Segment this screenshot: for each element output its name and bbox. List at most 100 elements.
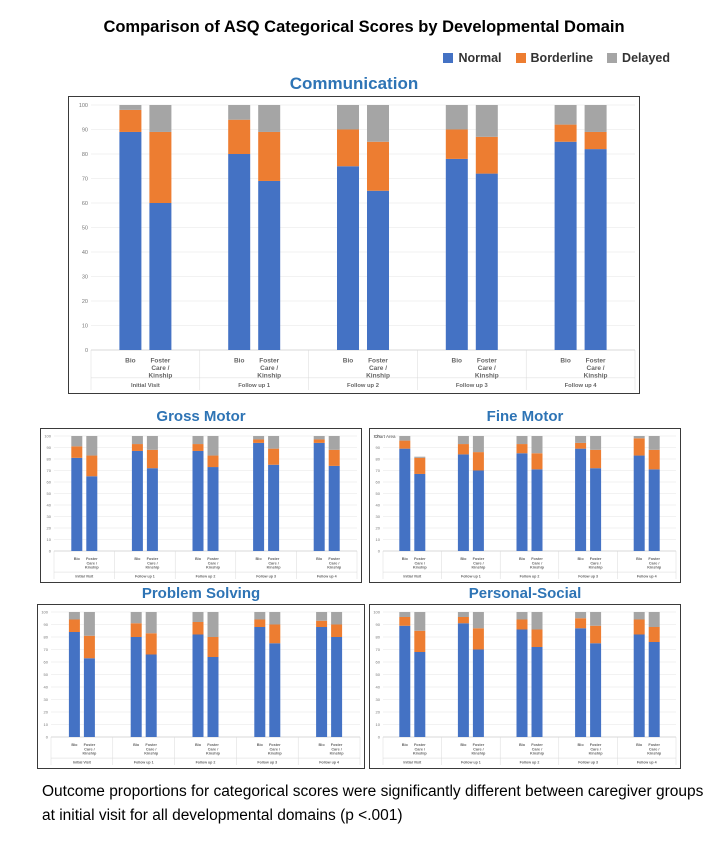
problem-solving-visit-label: Follow up 4: [319, 760, 339, 764]
personal-social-group-label-line: Care /: [532, 747, 543, 751]
personal-social-group-label-line: Kinship: [589, 752, 604, 756]
problem-solving-bar-normal: [254, 627, 266, 737]
personal-social-group-label-line: Foster: [531, 743, 543, 747]
gross-motor-group-label: Bio: [316, 557, 323, 561]
personal-social-group-label-line: Kinship: [413, 752, 428, 756]
problem-solving-group-label-line: Care /: [208, 747, 219, 751]
problem-solving-y-tick-label: 80: [44, 634, 49, 639]
gross-motor-group-label: Foster Care / Kinship: [85, 557, 100, 570]
personal-social-y-tick-label: 70: [376, 647, 381, 652]
gross-motor-y-tick-label: 10: [47, 537, 52, 542]
gross-motor-group-label-line: Care /: [208, 561, 219, 565]
communication-group-label: Foster Care / Kinship: [148, 358, 172, 380]
legend-swatch-delayed: [607, 53, 618, 63]
personal-social-bar-delayed: [414, 612, 426, 631]
gross-motor-chart-title: Gross Motor: [156, 408, 246, 425]
fine-motor-bar-delayed: [575, 436, 587, 443]
fine-motor-group-label-line: Foster: [531, 557, 543, 561]
personal-social-bar-delayed: [457, 612, 469, 617]
personal-social-group-label-line: Foster: [648, 743, 660, 747]
problem-solving-group-label-line: Kinship: [330, 752, 345, 756]
problem-solving-bar-delayed: [269, 612, 281, 625]
personal-social-group-label: Foster Care / Kinship: [530, 743, 545, 756]
fine-motor-visit-label: Follow up 3: [578, 574, 598, 578]
gross-motor-group-label-line: Foster: [268, 557, 280, 561]
personal-social-bar-normal: [516, 629, 528, 737]
gross-motor-chart-svg: 0 10 20 30 40 50 60 70 80 90 100 Initial Visit Bio Fo…: [44, 433, 358, 579]
communication-group-label-line: Foster: [368, 358, 388, 365]
fine-motor-group-label: Bio: [578, 557, 585, 561]
gross-motor-group-label: Bio: [256, 557, 263, 561]
personal-social-bar-borderline: [648, 627, 660, 642]
personal-social-bar-delayed: [472, 612, 484, 629]
communication-bar-delayed: [258, 105, 281, 132]
footnote: Outcome proportions for categorical scor…: [42, 783, 704, 824]
problem-solving-group-label: Bio: [257, 743, 264, 747]
problem-solving-visit-label: Follow up 2: [196, 760, 216, 764]
communication-group-label-line: Care /: [369, 365, 387, 372]
fine-motor-visit-label: Initial Visit: [403, 574, 422, 578]
problem-solving-group-label-line: Care /: [331, 747, 342, 751]
problem-solving-bar-borderline: [192, 622, 204, 635]
gross-motor-bar-borderline: [268, 448, 280, 465]
fine-motor-group-label: Bio: [402, 557, 409, 561]
gross-motor-bar-normal: [268, 464, 280, 551]
problem-solving-y-tick-label: 50: [44, 672, 49, 677]
fine-motor-bar-borderline: [648, 449, 660, 470]
problem-solving-y-tick-label: 90: [44, 622, 49, 627]
gross-motor-bar-borderline: [207, 455, 219, 468]
communication-y-tick-label: 90: [82, 127, 88, 133]
fine-motor-y-tick-label: 40: [376, 502, 381, 507]
communication-group-label-line: Foster: [477, 358, 497, 365]
communication-group-label-line: Kinship: [366, 373, 390, 380]
personal-social-visit-label: Initial Visit: [403, 760, 422, 764]
communication-group-label: Bio: [343, 358, 354, 365]
communication-group-label-line: Foster: [259, 358, 279, 365]
fine-motor-group-label-line: Kinship: [530, 566, 545, 570]
fine-motor-y-tick-label: 50: [376, 491, 381, 496]
problem-solving-y-tick-label: 30: [44, 697, 49, 702]
fine-motor-y-tick-label: 80: [376, 456, 381, 461]
communication-group-label: Foster Care / Kinship: [257, 358, 281, 380]
gross-motor-bar-normal: [86, 476, 98, 551]
communication-group-label-line: Care /: [587, 365, 605, 372]
personal-social-bar-borderline: [457, 617, 469, 624]
communication-bar-normal: [228, 154, 251, 350]
gross-motor-bar-borderline: [313, 439, 325, 443]
communication-chart: 0 10 20 30 40 50 60 70 80 90 100 Initial Visit Bio Fo…: [68, 96, 640, 394]
communication-y-tick-label: 10: [82, 323, 88, 329]
problem-solving-group-label: Bio: [319, 743, 326, 747]
personal-social-bar-normal: [648, 642, 660, 737]
personal-social-visit-label: Follow up 1: [461, 760, 481, 764]
gross-motor-group-label-line: Foster: [328, 557, 340, 561]
gross-motor-group-label-line: Kinship: [267, 566, 282, 570]
communication-y-tick-label: 60: [82, 201, 88, 207]
personal-social-bar-normal: [399, 625, 411, 737]
fine-motor-bar-delayed: [399, 436, 411, 441]
personal-social-group-label-line: Foster: [473, 743, 485, 747]
fine-motor-group-label: Bio: [460, 557, 467, 561]
communication-y-tick-label: 70: [82, 176, 88, 182]
fine-motor-bar-borderline: [531, 453, 543, 470]
problem-solving-bar-delayed: [316, 612, 328, 621]
gross-motor-bar-normal: [253, 442, 265, 551]
personal-social-visit-label: Follow up 2: [520, 760, 540, 764]
personal-social-bar-normal: [414, 652, 426, 737]
gross-motor-bar-borderline: [192, 444, 204, 451]
fine-motor-group-label: Foster Care / Kinship: [530, 557, 545, 570]
personal-social-bar-borderline: [516, 619, 528, 630]
gross-motor-group-label-line: Kinship: [327, 566, 342, 570]
gross-motor-group-label: Bio: [134, 557, 141, 561]
communication-group-label-line: Foster: [586, 358, 606, 365]
fine-motor-y-tick-label: 70: [376, 468, 381, 473]
problem-solving-bar-delayed: [145, 612, 157, 634]
gross-motor-group-label-line: Care /: [87, 561, 98, 565]
problem-solving-chart: 0 10 20 30 40 50 60 70 80 90 100 Initial Visit Bio Fo…: [37, 604, 365, 769]
gross-motor-visit-label: Follow up 3: [256, 574, 276, 578]
legend: Normal Borderline Delayed: [443, 51, 670, 65]
fine-motor-group-label-line: Care /: [532, 561, 543, 565]
problem-solving-group-label: Foster Care / Kinship: [144, 743, 159, 756]
fine-motor-bar-delayed: [590, 436, 602, 450]
personal-social-y-tick-label: 30: [376, 697, 381, 702]
personal-social-y-tick-label: 80: [376, 634, 381, 639]
